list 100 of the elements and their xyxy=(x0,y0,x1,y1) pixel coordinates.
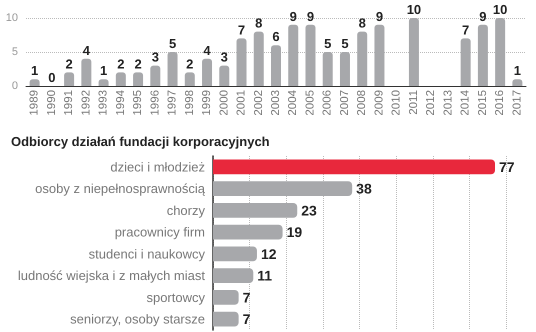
data-label: 38 xyxy=(356,180,372,197)
data-label: 11 xyxy=(257,268,272,284)
data-label: 4 xyxy=(203,42,212,58)
bar xyxy=(495,18,506,86)
bar xyxy=(478,24,488,86)
bar xyxy=(219,66,230,86)
data-label: 2 xyxy=(134,56,142,72)
x-tick-label: 2009 xyxy=(373,90,386,116)
bar xyxy=(213,268,254,284)
data-label: 3 xyxy=(220,50,228,65)
x-tick-label: 2011 xyxy=(408,90,420,115)
bar xyxy=(133,72,144,86)
y-tick-label: 5 xyxy=(12,46,18,58)
bar xyxy=(213,159,496,174)
x-tick-label: 2010 xyxy=(390,90,403,116)
x-tick-label: 2005 xyxy=(304,90,316,116)
bar xyxy=(168,52,178,86)
x-tick-label: 2007 xyxy=(338,90,351,116)
data-label: 4 xyxy=(82,42,91,58)
data-label: 7 xyxy=(462,22,470,38)
bar xyxy=(236,38,247,86)
data-label: 2 xyxy=(186,56,194,72)
x-tick-label: 2014 xyxy=(460,89,472,116)
bar xyxy=(288,24,298,86)
y-tick-label: 10 xyxy=(6,12,18,24)
x-tick-label: 1989 xyxy=(28,90,41,116)
data-label: 2 xyxy=(65,56,73,72)
x-tick-label: 2015 xyxy=(476,90,489,116)
bar xyxy=(213,202,298,218)
x-tick-label: 2008 xyxy=(356,90,368,116)
data-label: 1 xyxy=(514,63,521,78)
bar xyxy=(408,18,419,86)
y-tick-label: 0 xyxy=(12,80,18,92)
x-tick-label: 1994 xyxy=(114,89,127,116)
data-label: 1 xyxy=(31,63,38,78)
bar xyxy=(374,24,384,86)
bar xyxy=(116,72,126,86)
bar xyxy=(305,24,316,86)
data-label: 6 xyxy=(272,29,280,44)
y-tick-label: chorzy xyxy=(166,202,206,218)
bar xyxy=(213,224,283,240)
x-tick-label: 1999 xyxy=(201,90,214,116)
x-tick-label: 2003 xyxy=(270,90,282,116)
bar xyxy=(213,246,257,262)
data-label: 7 xyxy=(238,22,246,38)
bar xyxy=(460,38,471,86)
data-label: 7 xyxy=(242,311,251,328)
chart-title: Odbiorcy działań fundacji korporacyjnych xyxy=(11,134,270,149)
data-label: 0 xyxy=(48,70,56,85)
y-tick-label: dzieci i młodzież xyxy=(110,159,205,174)
x-tick-label: 2016 xyxy=(494,90,506,116)
data-label: 10 xyxy=(492,2,508,17)
x-tick-label: 1995 xyxy=(132,90,144,116)
y-tick-label: osoby z niepełnosprawnością xyxy=(35,181,206,196)
y-tick-label: studenci i naukowcy xyxy=(88,246,206,262)
bar xyxy=(150,66,160,86)
bar xyxy=(357,32,368,86)
bar xyxy=(213,312,239,327)
x-tick-label: 1996 xyxy=(149,90,162,116)
y-tick-label: ludność wiejska i z małych miast xyxy=(18,268,206,284)
bar xyxy=(81,58,92,86)
data-label: 5 xyxy=(324,36,332,51)
data-label: 12 xyxy=(260,246,277,262)
bar xyxy=(322,52,333,86)
data-label: 19 xyxy=(286,224,302,240)
x-tick-label: 2000 xyxy=(218,90,230,116)
data-label: 9 xyxy=(290,8,297,24)
data-label: 9 xyxy=(376,8,384,24)
x-tick-label: 1998 xyxy=(184,90,196,116)
x-tick-label: 1990 xyxy=(46,90,58,116)
data-label: 8 xyxy=(358,16,366,31)
x-tick-label: 1997 xyxy=(166,90,179,116)
y-tick-label: pracownicy firm xyxy=(114,224,205,240)
x-tick-label: 2017 xyxy=(511,90,524,116)
y-tick-label: seniorzy, osoby starsze xyxy=(70,312,205,327)
bar xyxy=(271,45,281,86)
bar xyxy=(213,181,352,196)
x-tick-label: 1993 xyxy=(98,90,110,116)
data-label: 5 xyxy=(341,36,349,51)
x-tick-label: 2006 xyxy=(322,90,334,116)
bar xyxy=(254,32,264,86)
bar xyxy=(184,72,195,86)
y-tick-label: sportowcy xyxy=(146,290,206,305)
bar xyxy=(64,72,74,86)
data-label: 23 xyxy=(301,202,318,218)
x-tick-label: 2001 xyxy=(236,90,248,116)
x-tick-label: 2013 xyxy=(442,90,454,116)
bar xyxy=(213,290,239,305)
data-label: 10 xyxy=(406,2,422,17)
data-label: 9 xyxy=(306,8,314,24)
bar xyxy=(202,58,212,86)
data-label: 3 xyxy=(152,50,159,65)
x-tick-label: 1992 xyxy=(80,90,92,116)
data-label: 9 xyxy=(479,8,487,24)
data-label: 2 xyxy=(117,56,124,72)
data-label: 7 xyxy=(242,289,251,306)
x-tick-label: 2012 xyxy=(425,90,438,116)
data-label: 77 xyxy=(499,158,515,175)
data-label: 1 xyxy=(100,63,108,78)
x-tick-label: 2002 xyxy=(252,90,265,116)
